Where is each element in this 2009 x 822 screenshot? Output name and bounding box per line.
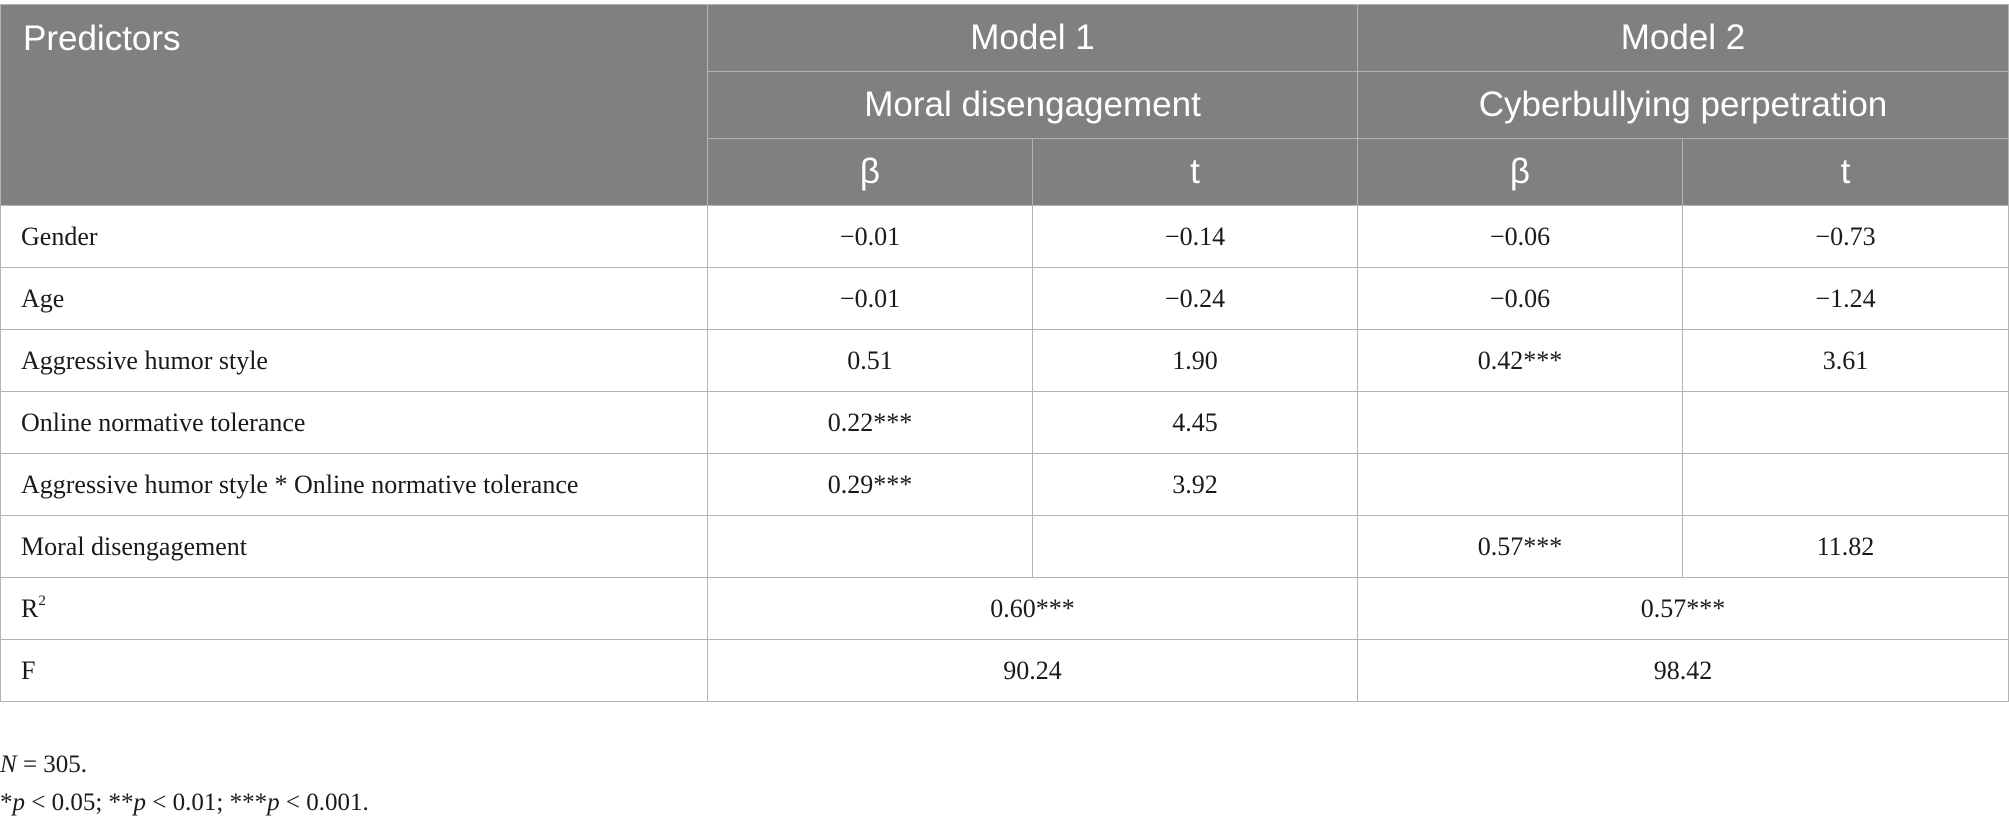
- row-label: Gender: [0, 205, 708, 268]
- sig-stars-2: **: [108, 789, 134, 816]
- r-squared-letter: R: [21, 593, 39, 623]
- m1-beta-cell: −0.01: [707, 267, 1033, 330]
- r-squared-label: R2: [0, 577, 708, 640]
- m1-f-cell: 90.24: [707, 639, 1358, 702]
- r-squared-row: R2 0.60*** 0.57***: [0, 577, 2009, 640]
- significance-note: *p < 0.05; **p < 0.01; ***p < 0.001.: [0, 784, 369, 822]
- m2-t-cell: [1682, 453, 2009, 516]
- p-symbol-3: p: [267, 789, 280, 816]
- m1-t-cell: [1032, 515, 1358, 578]
- row-label: Aggressive humor style * Online normativ…: [0, 453, 708, 516]
- regression-table-container: Predictors Model 1 Model 2 Moral disenga…: [0, 4, 2009, 702]
- m2-beta-cell: 0.42***: [1357, 329, 1683, 392]
- row-label: Age: [0, 267, 708, 330]
- model1-beta-header: β: [707, 138, 1033, 206]
- m2-t-cell: −0.73: [1682, 205, 2009, 268]
- sig-threshold-1: < 0.05;: [25, 789, 109, 816]
- p-symbol-1: p: [12, 789, 26, 816]
- table-row: Aggressive humor style 0.51 1.90 0.42***…: [0, 329, 2009, 392]
- header-row-stats: β t β t: [1, 138, 2009, 206]
- model1-t-header: t: [1032, 138, 1358, 206]
- predictors-header: Predictors: [0, 4, 708, 206]
- table-row: Gender −0.01 −0.14 −0.06 −0.73: [0, 205, 2009, 268]
- m1-beta-cell: −0.01: [707, 205, 1033, 268]
- m1-t-cell: 4.45: [1032, 391, 1358, 454]
- model1-outcome: Moral disengagement: [707, 71, 1358, 139]
- table-body: Gender −0.01 −0.14 −0.06 −0.73 Age −0.01…: [0, 205, 2009, 702]
- m1-beta-cell: 0.51: [707, 329, 1033, 392]
- m2-beta-cell: −0.06: [1357, 205, 1683, 268]
- m1-beta-cell: 0.29***: [707, 453, 1033, 516]
- m1-beta-cell: [707, 515, 1033, 578]
- header-row-models: Predictors Model 1 Model 2: [0, 4, 2009, 206]
- n-symbol: N: [0, 751, 17, 778]
- m1-t-cell: 3.92: [1032, 453, 1358, 516]
- header-row-outcomes: Moral disengagement Cyberbullying perpet…: [1, 71, 2009, 139]
- model2-t-header: t: [1682, 138, 2009, 206]
- m2-beta-cell: 0.57***: [1357, 515, 1683, 578]
- m2-beta-cell: −0.06: [1357, 267, 1683, 330]
- model2-outcome: Cyberbullying perpetration: [1357, 71, 2009, 139]
- p-symbol-2: p: [133, 789, 147, 816]
- m2-beta-cell: [1357, 391, 1683, 454]
- m1-t-cell: 1.90: [1032, 329, 1358, 392]
- row-label: Moral disengagement: [0, 515, 708, 578]
- m2-t-cell: [1682, 391, 2009, 454]
- sig-threshold-3: < 0.001.: [279, 789, 369, 816]
- model1-title: Model 1: [707, 4, 1358, 72]
- m2-t-cell: 11.82: [1682, 515, 2009, 578]
- m2-t-cell: −1.24: [1682, 267, 2009, 330]
- model2-title: Model 2: [1357, 4, 2009, 72]
- table-notes: N = 305. *p < 0.05; **p < 0.01; ***p < 0…: [0, 746, 369, 822]
- table-header: Predictors Model 1 Model 2 Moral disenga…: [0, 4, 2009, 206]
- sig-stars-1: *: [0, 789, 13, 816]
- sample-size-note: N = 305.: [0, 746, 369, 784]
- row-label: Aggressive humor style: [0, 329, 708, 392]
- m1-r-squared-cell: 0.60***: [707, 577, 1358, 640]
- m2-f-cell: 98.42: [1357, 639, 2009, 702]
- m2-r-squared-cell: 0.57***: [1357, 577, 2009, 640]
- model2-beta-header: β: [1357, 138, 1683, 206]
- table-row: Aggressive humor style * Online normativ…: [0, 453, 2009, 516]
- f-label: F: [0, 639, 708, 702]
- table-row: Age −0.01 −0.24 −0.06 −1.24: [0, 267, 2009, 330]
- m1-beta-cell: 0.22***: [707, 391, 1033, 454]
- regression-table: Predictors Model 1 Model 2 Moral disenga…: [0, 4, 2009, 702]
- m2-t-cell: 3.61: [1682, 329, 2009, 392]
- m1-t-cell: −0.14: [1032, 205, 1358, 268]
- r-squared-superscript: 2: [38, 592, 46, 609]
- n-value: = 305.: [16, 751, 88, 778]
- sig-stars-3: ***: [229, 789, 268, 816]
- row-label: Online normative tolerance: [0, 391, 708, 454]
- sig-threshold-2: < 0.01;: [146, 789, 230, 816]
- m1-t-cell: −0.24: [1032, 267, 1358, 330]
- m2-beta-cell: [1357, 453, 1683, 516]
- table-row: Moral disengagement 0.57*** 11.82: [0, 515, 2009, 578]
- table-row: Online normative tolerance 0.22*** 4.45: [0, 391, 2009, 454]
- f-row: F 90.24 98.42: [0, 639, 2009, 702]
